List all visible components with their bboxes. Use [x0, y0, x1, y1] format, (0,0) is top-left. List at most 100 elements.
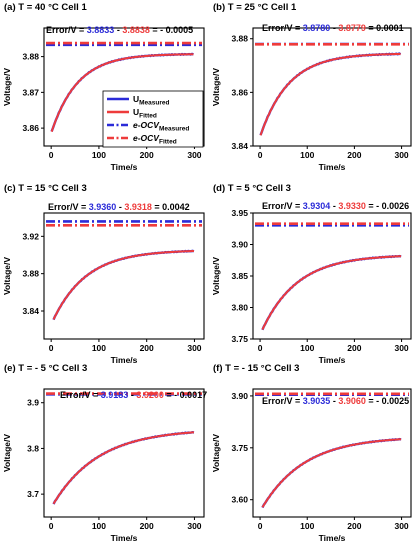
x-tick-label: 100	[300, 150, 314, 160]
u-fitted-curve	[50, 53, 194, 133]
y-axis-label: Voltage/V	[2, 434, 12, 472]
u-fitted-curve	[52, 250, 195, 320]
error-minus: -	[330, 201, 338, 211]
u-measured-curve	[259, 52, 402, 136]
error-fitted: 3.9060	[338, 396, 366, 406]
panel-d: (d) T = 5 °C Cell 3 0 100 200 300 3.75 3.80 3.8…	[211, 183, 412, 365]
panel-a: (a) T = 40 °C Cell 1 0 100 200 300 3.86 3.87 3.…	[2, 2, 205, 172]
x-tick-label: 100	[92, 343, 106, 353]
error-minus: -	[330, 23, 338, 33]
y-tick-label: 3.84	[22, 306, 39, 316]
legend-sub: Measured	[139, 100, 169, 107]
error-annotation: Error/V = 3.9360 - 3.9318 = 0.0042	[48, 202, 190, 212]
error-prefix: Error/V =	[262, 396, 303, 406]
y-tick-label: 3.88	[22, 52, 39, 62]
legend-label: UFitted	[133, 107, 157, 120]
u-measured-curve	[261, 254, 402, 331]
legend-sub: Measured	[159, 126, 189, 133]
y-tick-label: 3.9	[27, 398, 39, 408]
y-axis-label: Voltage/V	[211, 68, 221, 106]
x-axis-label: Time/s	[111, 162, 138, 172]
x-tick-label: 300	[394, 343, 408, 353]
error-fitted: 3.9330	[338, 201, 366, 211]
error-result: = - 0.0026	[366, 201, 409, 211]
x-tick-label: 200	[140, 343, 154, 353]
error-fitted: 3.9200	[136, 390, 164, 400]
error-measured: 3.8833	[87, 25, 115, 35]
x-tick-label: 100	[92, 521, 106, 531]
error-minus: -	[114, 25, 122, 35]
panel-title: (c) T = 15 °C Cell 3	[4, 183, 87, 194]
x-tick-label: 300	[187, 521, 201, 531]
y-axis-label: Voltage/V	[2, 68, 12, 106]
y-tick-label: 3.86	[231, 87, 248, 97]
error-prefix: Error/V =	[46, 25, 87, 35]
x-axis-label: Time/s	[319, 355, 346, 365]
error-prefix: Error/V =	[262, 201, 303, 211]
legend-main: e-OCV	[133, 120, 160, 130]
x-tick-label: 0	[258, 150, 263, 160]
legend-main: U	[133, 94, 139, 104]
panel-title: (b) T = 25 °C Cell 1	[213, 2, 297, 13]
error-measured: 3.9035	[303, 396, 331, 406]
x-tick-label: 100	[92, 150, 106, 160]
legend-main: U	[133, 107, 139, 117]
error-prefix: Error/V =	[48, 202, 89, 212]
u-fitted-curve	[261, 255, 402, 330]
error-annotation: Error/V = 3.8833 - 3.8838 = - 0.0005	[46, 25, 193, 35]
y-tick-label: 3.88	[22, 269, 39, 279]
y-tick-label: 3.88	[231, 34, 248, 44]
plot-frame	[252, 388, 412, 518]
legend-box	[102, 90, 204, 148]
y-tick-label: 3.90	[231, 391, 248, 401]
error-fitted: 3.8838	[122, 25, 150, 35]
error-annotation: Error/V = 3.8780 - 3.8779 = 0.0001	[262, 23, 404, 33]
y-tick-label: 3.75	[231, 334, 248, 344]
panel-title: (a) T = 40 °C Cell 1	[4, 2, 87, 13]
x-tick-label: 200	[347, 343, 361, 353]
legend-sub: Fitted	[139, 113, 157, 120]
x-tick-label: 0	[258, 343, 263, 353]
error-prefix: Error/V =	[262, 23, 303, 33]
error-measured: 3.9304	[303, 201, 331, 211]
u-fitted-curve	[259, 52, 401, 136]
y-tick-label: 3.8	[27, 443, 39, 453]
x-tick-label: 200	[140, 521, 154, 531]
error-annotation: Error/V = 3.9035 - 3.9060 = - 0.0025	[262, 396, 409, 406]
legend-label: e-OCVMeasured	[133, 120, 189, 133]
legend-sub: Fitted	[159, 139, 177, 146]
error-measured: 3.8780	[303, 23, 331, 33]
u-measured-curve	[52, 249, 195, 321]
panel-f: (f) T = - 15 °C Cell 3 0 100 200 300 3.60 3.75…	[211, 363, 412, 543]
y-tick-label: 3.84	[231, 141, 248, 151]
error-annotation: Error/V = 3.9183 - 3.9200 = - 0.0017	[60, 390, 207, 400]
error-measured: 3.9183	[101, 390, 129, 400]
panel-b: (b) T = 25 °C Cell 1 0 100 200 300 3.84 3.86 3.…	[211, 2, 412, 172]
x-axis-label: Time/s	[319, 162, 346, 172]
error-fitted: 3.9318	[124, 202, 152, 212]
y-tick-label: 3.75	[231, 443, 248, 453]
y-tick-label: 3.86	[22, 123, 39, 133]
plot-frame	[43, 212, 205, 340]
y-axis-label: Voltage/V	[2, 257, 12, 295]
error-result: = - 0.0025	[366, 396, 409, 406]
x-tick-label: 300	[394, 150, 408, 160]
y-tick-label: 3.85	[231, 271, 248, 281]
error-result: = 0.0042	[152, 202, 190, 212]
y-axis-label: Voltage/V	[211, 257, 221, 295]
x-axis-label: Time/s	[111, 533, 138, 543]
error-measured: 3.9360	[89, 202, 117, 212]
y-axis-label: Voltage/V	[211, 434, 221, 472]
x-tick-label: 100	[300, 521, 314, 531]
plot-frame	[252, 212, 412, 340]
plot-frame	[252, 27, 412, 147]
u-fitted-curve	[261, 438, 402, 508]
error-minus: -	[128, 390, 136, 400]
x-axis-label: Time/s	[319, 533, 346, 543]
x-tick-label: 0	[258, 521, 263, 531]
panel-c: (c) T = 15 °C Cell 3 0 100 200 300 3.84 3.88 3.…	[2, 183, 205, 365]
panel-title: (e) T = - 5 °C Cell 3	[4, 363, 87, 374]
y-tick-label: 3.7	[27, 489, 39, 499]
error-result: = 0.0001	[366, 23, 404, 33]
